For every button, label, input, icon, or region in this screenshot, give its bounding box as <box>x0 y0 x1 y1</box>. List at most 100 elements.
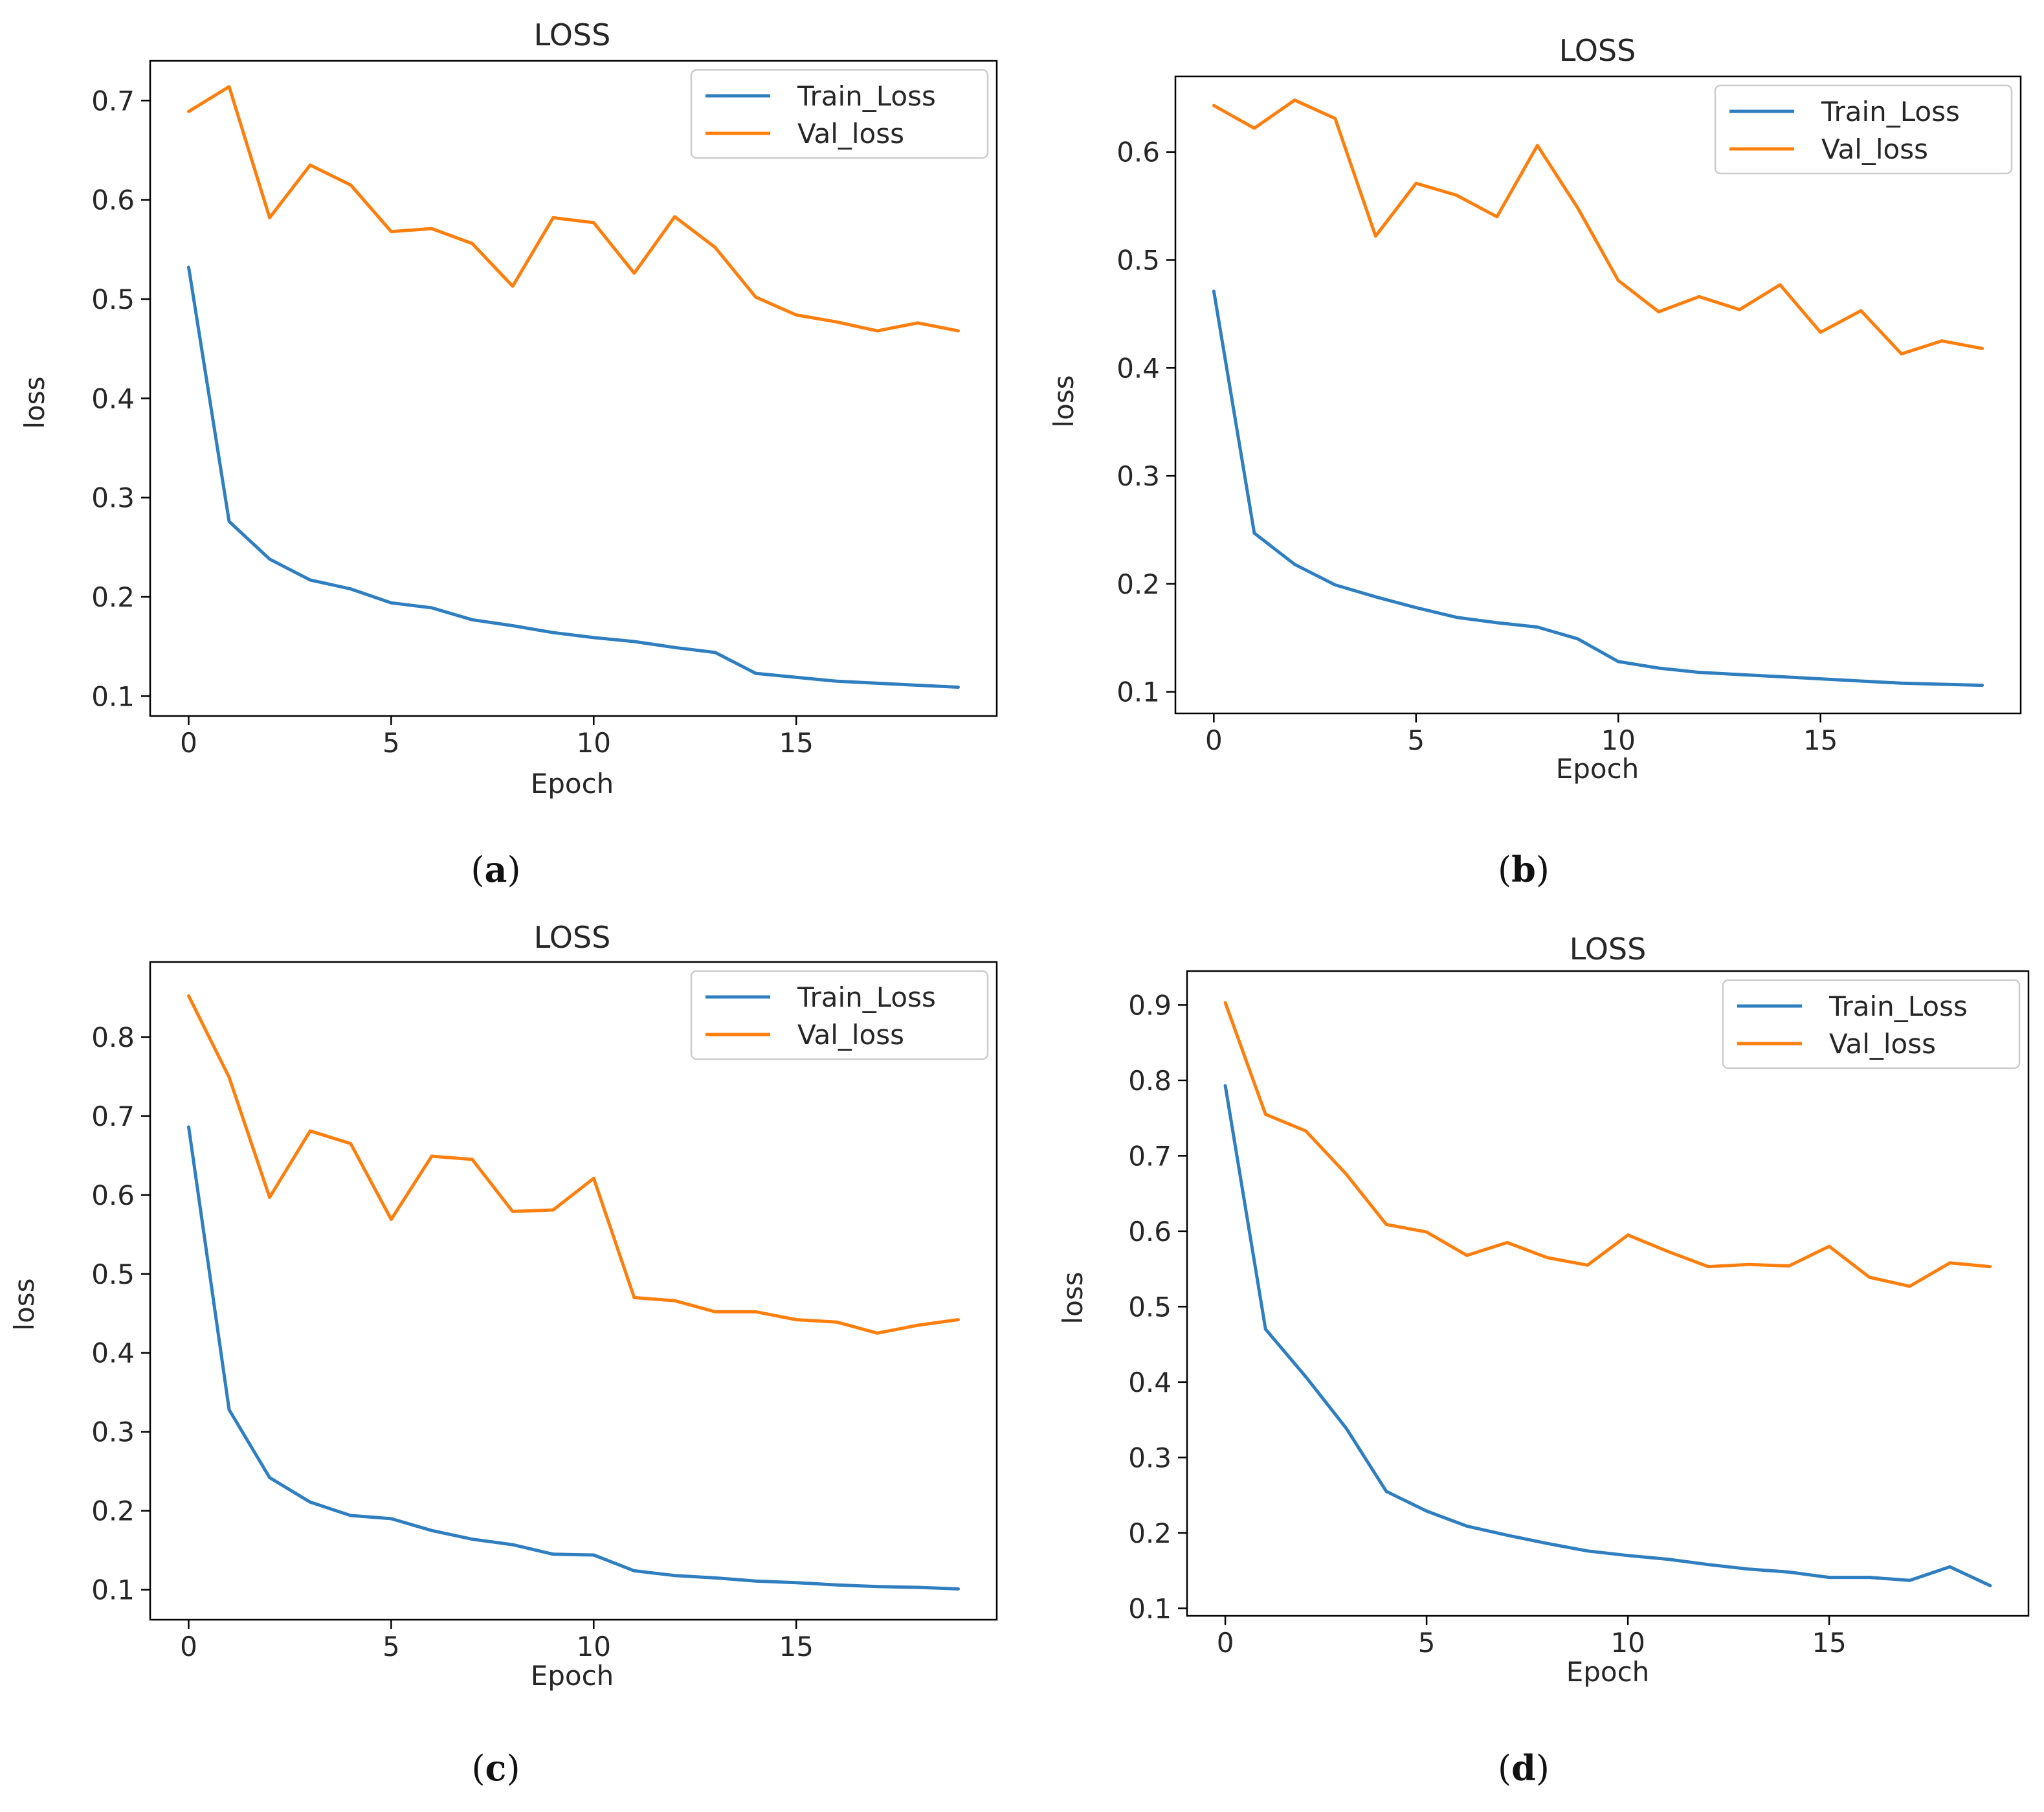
y-tick-label: 0.4 <box>1128 1367 1172 1398</box>
chart-title: LOSS <box>1570 932 1647 967</box>
x-tick-label: 0 <box>1205 724 1223 756</box>
plot-area <box>150 962 997 1620</box>
y-tick-label: 0.4 <box>91 383 135 414</box>
loss-chart-a: LOSS 0 5 10 15 0.1 0.2 0.3 0.4 0.5 0.6 0.7 Train_Lo… <box>19 17 998 800</box>
legend: Train_Loss Val_loss <box>690 69 989 159</box>
y-tick-label: 0.3 <box>91 1416 135 1448</box>
y-tick-label: 0.3 <box>1116 460 1160 492</box>
legend-box <box>1722 979 2021 1069</box>
y-tick-label: 0.3 <box>91 482 135 514</box>
x-tick-label: 15 <box>1812 1627 1846 1659</box>
y-tick-label: 0.1 <box>91 1574 135 1606</box>
y-tick-label: 0.9 <box>1128 989 1172 1021</box>
plot-area <box>1175 76 2021 713</box>
y-tick-label: 0.5 <box>1128 1291 1172 1323</box>
caption-letter: c <box>485 1747 507 1789</box>
chart-title: LOSS <box>534 17 611 52</box>
series-line-val-loss <box>1223 1001 1992 1288</box>
y-tick-label: 0.3 <box>1128 1442 1172 1473</box>
y-tick-label: 0.7 <box>91 1101 135 1132</box>
loss-chart-d: LOSS 0 5 10 15 0.1 0.2 0.3 0.4 0.5 0.6 0.7 0.8 0.9 Tr… <box>1057 932 2030 1688</box>
y-tick-label: 0.5 <box>91 1258 135 1290</box>
y-tick-label: 0.2 <box>1128 1517 1172 1549</box>
legend-label: Val_loss <box>797 1019 904 1051</box>
legend: Train_Loss Val_loss <box>1714 84 2013 175</box>
loss-chart-b: LOSS 0 5 10 15 0.1 0.2 0.3 0.4 0.5 0.6 Train_Loss V… <box>1048 33 2022 785</box>
y-axis-label: loss <box>1048 375 1080 427</box>
y-tick-label: 0.5 <box>1116 245 1160 276</box>
panel-d: LOSS 0 5 10 15 0.1 0.2 0.3 0.4 0.5 0.6 0.7 0.8 0.9 Tr… <box>1057 932 2030 1789</box>
caption-close-paren: ) <box>506 1748 520 1789</box>
y-axis-label: loss <box>8 1278 40 1330</box>
axes-frame <box>1186 970 2030 1617</box>
x-tick-label: 15 <box>779 727 813 759</box>
x-axis-label: Epoch <box>1556 753 1639 785</box>
axes-frame <box>1174 75 2022 715</box>
y-axis-label: loss <box>19 376 50 429</box>
panel-caption-d: (d) <box>1498 1747 1550 1789</box>
series-line-val-loss <box>1212 98 1984 356</box>
plot-area <box>150 61 997 716</box>
legend-label: Val_loss <box>797 118 904 150</box>
x-tick-label: 5 <box>1407 724 1425 756</box>
axes-frame <box>149 60 998 717</box>
y-tick-label: 0.1 <box>1116 677 1160 708</box>
x-tick-label: 5 <box>383 727 400 759</box>
plot-area <box>1187 971 2028 1616</box>
x-tick-label: 10 <box>577 1631 611 1662</box>
caption-close-paren: ) <box>507 849 521 890</box>
legend: Train_Loss Val_loss <box>690 970 989 1060</box>
x-tick-label: 5 <box>1418 1627 1436 1659</box>
x-tick-label: 10 <box>577 727 611 759</box>
y-tick-label: 0.2 <box>91 581 135 613</box>
panel-caption-c: (c) <box>471 1747 520 1789</box>
caption-open-paren: ( <box>471 849 484 890</box>
legend-label: Val_loss <box>1829 1028 1936 1060</box>
y-tick-label: 0.8 <box>1128 1065 1172 1097</box>
caption-close-paren: ) <box>1536 1748 1550 1789</box>
y-tick-label: 0.4 <box>1116 352 1160 384</box>
y-tick-label: 0.6 <box>1116 137 1160 168</box>
y-tick-label: 0.7 <box>91 85 135 117</box>
legend-label: Train_Loss <box>1821 96 1960 128</box>
loss-chart-c: LOSS 0 5 10 15 0.1 0.2 0.3 0.4 0.5 0.6 0.7 0.8 Train… <box>8 920 998 1692</box>
series-line-val-loss <box>187 994 960 1335</box>
series-line-train-loss <box>187 265 960 689</box>
x-tick-label: 15 <box>779 1631 813 1662</box>
caption-letter: d <box>1511 1747 1536 1789</box>
caption-open-paren: ( <box>1498 849 1511 890</box>
panel-b: LOSS 0 5 10 15 0.1 0.2 0.3 0.4 0.5 0.6 Train_Loss V… <box>1048 33 2022 890</box>
y-tick-label: 0.6 <box>91 1180 135 1211</box>
y-tick-label: 0.1 <box>91 680 135 712</box>
series-line-train-loss <box>1212 289 1984 688</box>
legend-label: Train_Loss <box>797 981 936 1013</box>
caption-open-paren: ( <box>1498 1748 1511 1789</box>
y-tick-label: 0.6 <box>1128 1216 1172 1247</box>
y-tick-label: 0.7 <box>1128 1140 1172 1172</box>
y-tick-label: 0.1 <box>1128 1593 1172 1624</box>
y-tick-label: 0.8 <box>91 1022 135 1053</box>
panel-c: LOSS 0 5 10 15 0.1 0.2 0.3 0.4 0.5 0.6 0.7 0.8 Train… <box>8 920 998 1789</box>
x-axis-label: Epoch <box>531 768 614 800</box>
y-tick-label: 0.2 <box>91 1495 135 1527</box>
x-tick-label: 5 <box>383 1631 400 1662</box>
caption-letter: a <box>485 849 507 890</box>
x-tick-label: 15 <box>1803 724 1838 756</box>
caption-open-paren: ( <box>471 1748 485 1789</box>
legend-label: Train_Loss <box>1828 990 1968 1022</box>
legend-box <box>1714 84 2013 175</box>
x-tick-label: 0 <box>1217 1627 1234 1659</box>
panel-caption-b: (b) <box>1498 849 1550 890</box>
axes-frame <box>149 961 998 1621</box>
x-tick-label: 0 <box>180 1631 197 1662</box>
legend-box <box>690 69 989 159</box>
legend-box <box>690 970 989 1060</box>
series-line-val-loss <box>187 85 960 333</box>
x-tick-label: 10 <box>1610 1627 1645 1659</box>
panel-a: LOSS 0 5 10 15 0.1 0.2 0.3 0.4 0.5 0.6 0.7 Train_Lo… <box>19 17 998 890</box>
legend-label: Train_Loss <box>797 80 936 112</box>
y-tick-label: 0.5 <box>91 284 135 315</box>
chart-title: LOSS <box>1559 33 1636 68</box>
caption-letter: b <box>1511 849 1536 890</box>
